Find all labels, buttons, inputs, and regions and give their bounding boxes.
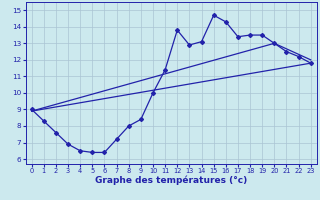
X-axis label: Graphe des températures (°c): Graphe des températures (°c) [95, 176, 247, 185]
